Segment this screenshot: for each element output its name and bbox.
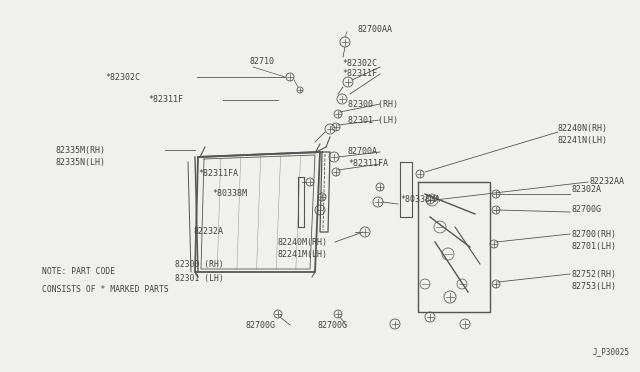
Text: 82301 (LH): 82301 (LH) <box>348 115 398 125</box>
Text: 82710: 82710 <box>250 58 275 67</box>
Text: 82701(LH): 82701(LH) <box>572 241 617 250</box>
Text: 82301 (LH): 82301 (LH) <box>175 273 224 282</box>
Text: 82335N(LH): 82335N(LH) <box>56 157 106 167</box>
Text: *82311F: *82311F <box>148 96 183 105</box>
Text: *82302C: *82302C <box>105 73 140 81</box>
Text: 82241M(LH): 82241M(LH) <box>277 250 327 259</box>
Text: 82302A: 82302A <box>572 186 602 195</box>
Text: 82753(LH): 82753(LH) <box>572 282 617 291</box>
Text: 82240N(RH): 82240N(RH) <box>558 124 608 132</box>
Text: J_P30025: J_P30025 <box>593 347 630 356</box>
Text: 82300 (RH): 82300 (RH) <box>348 99 398 109</box>
Text: *80338M: *80338M <box>212 189 247 199</box>
Text: 82700G: 82700G <box>318 321 348 330</box>
Text: *82311FA: *82311FA <box>198 170 238 179</box>
Text: *82302C: *82302C <box>342 60 377 68</box>
Text: 82232AA: 82232AA <box>590 177 625 186</box>
Text: 82300 (RH): 82300 (RH) <box>175 260 224 269</box>
Text: *82311FA: *82311FA <box>348 160 388 169</box>
Text: 82700G: 82700G <box>245 321 275 330</box>
Text: 82700G: 82700G <box>572 205 602 215</box>
Text: 82752(RH): 82752(RH) <box>572 269 617 279</box>
Text: 82240M(RH): 82240M(RH) <box>277 237 327 247</box>
Text: NOTE: PART CODE: NOTE: PART CODE <box>42 267 115 276</box>
Text: CONSISTS OF * MARKED PARTS: CONSISTS OF * MARKED PARTS <box>42 285 169 295</box>
Text: 82700AA: 82700AA <box>358 26 393 35</box>
Text: *80338MA: *80338MA <box>400 196 440 205</box>
Text: 82700(RH): 82700(RH) <box>572 230 617 238</box>
Text: 82232A: 82232A <box>194 228 224 237</box>
Text: 82335M(RH): 82335M(RH) <box>56 145 106 154</box>
Text: 8224lN(LH): 8224lN(LH) <box>558 135 608 144</box>
Text: *82311F: *82311F <box>342 70 377 78</box>
Text: 82700A: 82700A <box>348 148 378 157</box>
